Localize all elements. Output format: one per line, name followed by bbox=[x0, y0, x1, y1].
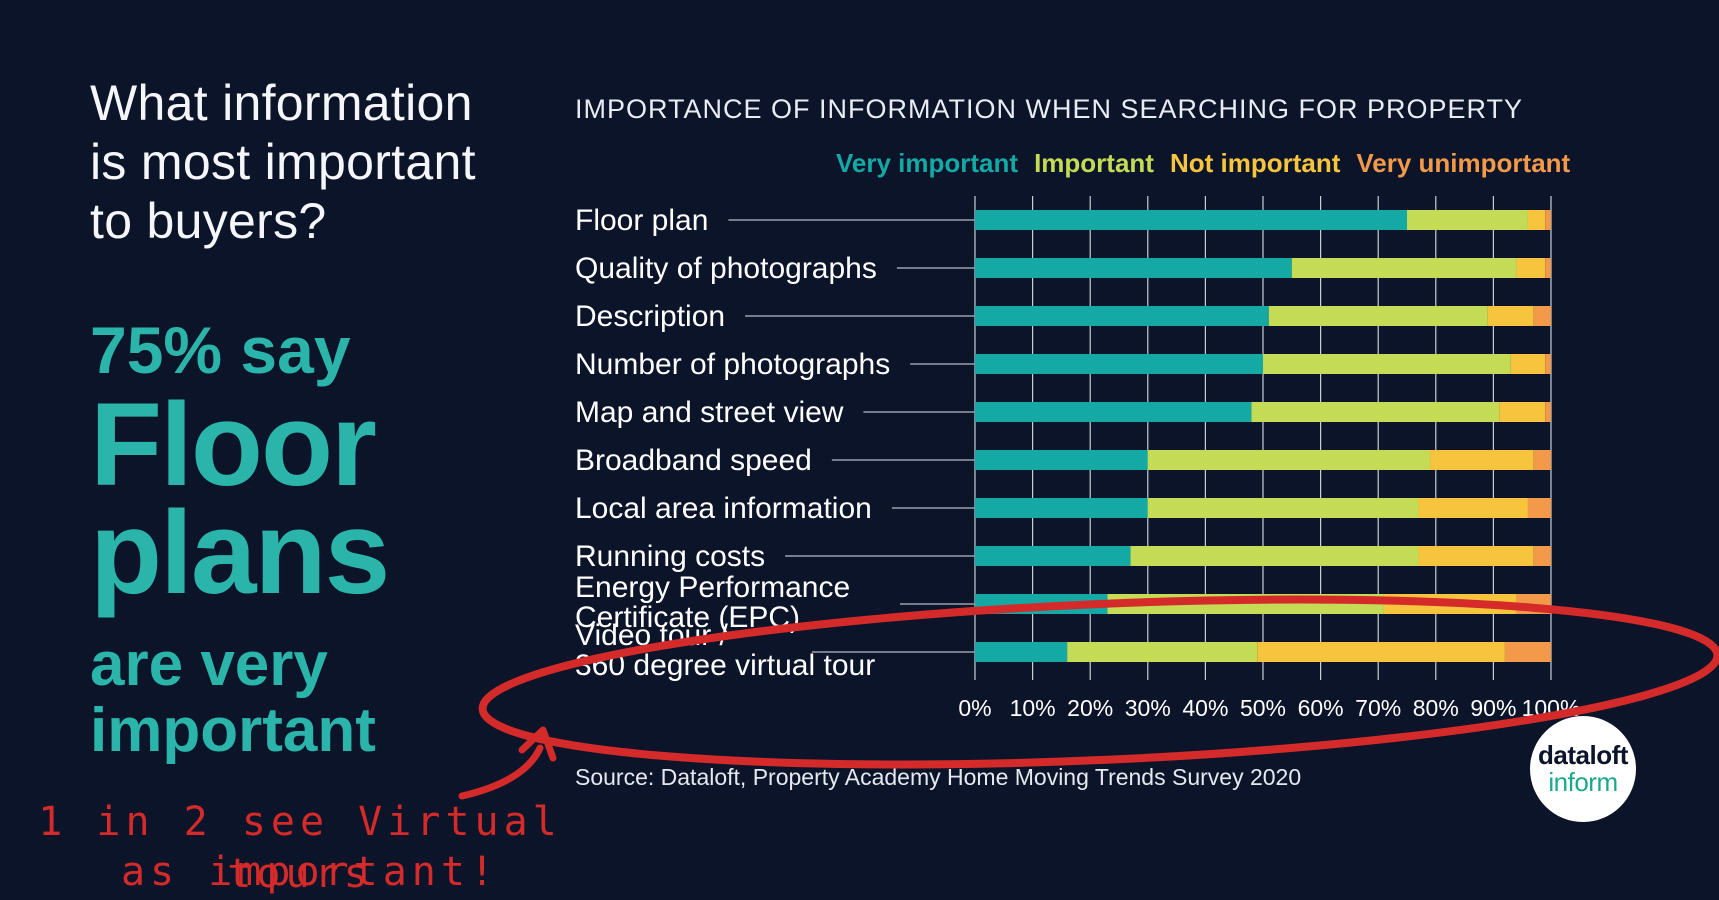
bar-segment bbox=[1533, 546, 1551, 566]
logo-word-dataloft: dataloft bbox=[1538, 740, 1628, 770]
bar-segment bbox=[1527, 498, 1551, 518]
bar-segment bbox=[1107, 594, 1384, 614]
bar-segment bbox=[1383, 594, 1517, 614]
left-panel: What information is most important to bu… bbox=[0, 0, 560, 898]
x-tick-label: 40% bbox=[1182, 695, 1228, 721]
are-very-text: are very bbox=[90, 630, 328, 699]
bar-segment bbox=[1516, 594, 1551, 614]
bar-segment bbox=[1257, 642, 1505, 662]
bar-segment bbox=[1263, 354, 1511, 374]
stat-text: 75% say bbox=[90, 313, 351, 387]
bar-segment bbox=[975, 402, 1252, 422]
x-tick-label: 90% bbox=[1470, 695, 1516, 721]
x-tick-label: 0% bbox=[958, 695, 991, 721]
bar-segment bbox=[975, 642, 1068, 662]
category-label: Local area information bbox=[575, 492, 872, 525]
floor-text: Floor bbox=[90, 379, 377, 511]
x-tick-label: 30% bbox=[1125, 695, 1171, 721]
chart-legend: Very important Important Not important Very… bbox=[836, 148, 1570, 179]
category-label: Number of photographs bbox=[575, 348, 890, 381]
annotation-line2: as important! bbox=[120, 849, 500, 895]
legend-entry: Very unimportant bbox=[1356, 148, 1571, 178]
bar-segment bbox=[1545, 402, 1551, 422]
bar-segment bbox=[1147, 450, 1431, 470]
plans-text: plans bbox=[90, 487, 390, 619]
legend-entry: Very important bbox=[836, 148, 1019, 178]
bar-segment bbox=[975, 546, 1131, 566]
bar-segment bbox=[975, 210, 1407, 230]
bar-segment bbox=[1147, 498, 1419, 518]
x-tick-label: 80% bbox=[1413, 695, 1459, 721]
bar-segment bbox=[975, 450, 1148, 470]
bar-segment bbox=[1418, 546, 1534, 566]
important-text: important bbox=[90, 696, 376, 765]
bar-segment bbox=[1251, 402, 1500, 422]
bar-segment bbox=[975, 306, 1269, 326]
bar-segment bbox=[975, 258, 1292, 278]
bar-segment bbox=[1268, 306, 1488, 326]
bar-segment bbox=[1407, 210, 1528, 230]
category-label: Quality of photographs bbox=[575, 252, 877, 285]
category-label: Description bbox=[575, 300, 725, 333]
bar-segment bbox=[975, 498, 1148, 518]
bar-segment bbox=[1545, 354, 1551, 374]
category-label: Running costs bbox=[575, 540, 765, 573]
bar-segment bbox=[1291, 258, 1517, 278]
bar-segment bbox=[1510, 354, 1546, 374]
dataloft-logo: dataloft inform bbox=[1530, 716, 1636, 822]
bar-segment bbox=[1499, 402, 1546, 422]
x-tick-label: 70% bbox=[1355, 695, 1401, 721]
chart-title: IMPORTANCE OF INFORMATION WHEN SEARCHING… bbox=[575, 94, 1524, 124]
bar-segment bbox=[1067, 642, 1258, 662]
annotation-line1: 1 in 2 see Virtual tours bbox=[38, 799, 562, 897]
legend-entry: Important bbox=[1034, 148, 1154, 178]
question-heading: What information is most important to bu… bbox=[90, 75, 476, 249]
bar-segment bbox=[975, 354, 1263, 374]
x-tick-label: 50% bbox=[1240, 695, 1286, 721]
bar-segment bbox=[1516, 258, 1546, 278]
category-label: Video tour /360 degree virtual tour bbox=[575, 619, 875, 682]
x-tick-label: 60% bbox=[1298, 695, 1344, 721]
x-tick-label: 10% bbox=[1010, 695, 1056, 721]
bar-segment bbox=[1527, 210, 1546, 230]
logo-word-inform: inform bbox=[1548, 767, 1618, 797]
bar-segment bbox=[1545, 258, 1551, 278]
bar-segment bbox=[1533, 306, 1551, 326]
bar-segment bbox=[1487, 306, 1534, 326]
bar-segment bbox=[1418, 498, 1528, 518]
bar-segment bbox=[1504, 642, 1551, 662]
bar-segment bbox=[1430, 450, 1534, 470]
x-tick-label: 20% bbox=[1067, 695, 1113, 721]
category-label: Floor plan bbox=[575, 204, 708, 237]
category-label: Broadband speed bbox=[575, 444, 812, 477]
bar-segment bbox=[1533, 450, 1551, 470]
source-note: Source: Dataloft, Property Academy Home … bbox=[575, 764, 1302, 790]
legend-entry: Not important bbox=[1169, 148, 1341, 178]
category-label: Map and street view bbox=[575, 396, 844, 429]
bar-segment bbox=[975, 594, 1108, 614]
bar-segment bbox=[1130, 546, 1419, 566]
bar-segment bbox=[1545, 210, 1551, 230]
